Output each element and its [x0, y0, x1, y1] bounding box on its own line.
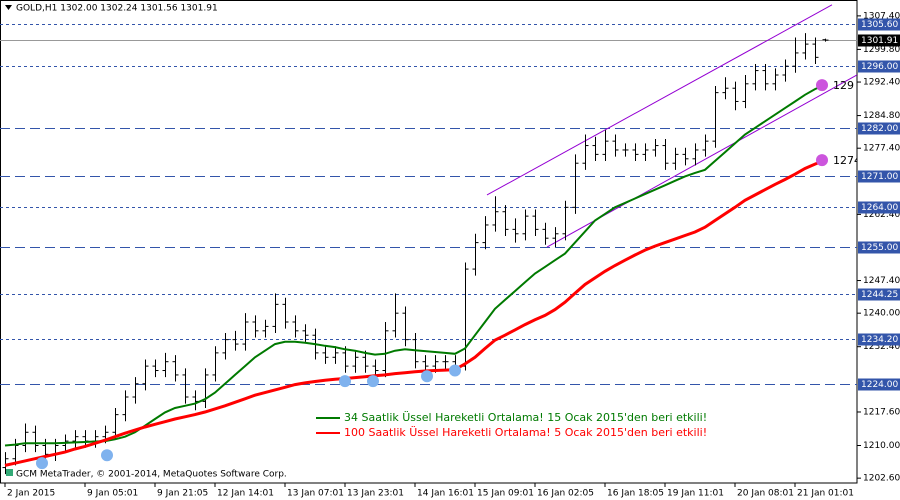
level-label-box: [858, 18, 900, 31]
level-label: 1271.00: [861, 172, 898, 182]
level-label-box: [858, 288, 900, 301]
current-price-box: [858, 34, 900, 47]
x-tick-label: 2 Jan 2015: [7, 489, 55, 499]
y-tick-label: 1202.60: [863, 474, 900, 484]
level-label: 1305.60: [861, 20, 898, 30]
marker-label: 129: [833, 79, 854, 92]
x-tick-label: 21 Jan 01:01: [797, 489, 854, 499]
x-tick-label: 14 Jan 16:01: [417, 489, 474, 499]
level-label: 1224.00: [861, 380, 898, 390]
current-price-label: 1301.91: [861, 36, 898, 46]
legend-label: 100 Saatlik Üssel Hareketli Ortalama! 5 …: [344, 426, 707, 439]
marker-dot: [36, 457, 48, 470]
y-tick-label: 1299.80: [863, 45, 900, 55]
level-label: 1296.00: [861, 62, 898, 72]
marker-dot: [449, 364, 461, 377]
level-label-box: [858, 122, 900, 135]
y-tick-label: 1217.60: [863, 407, 900, 417]
level-label-box: [858, 201, 900, 214]
marker-dot: [421, 370, 433, 383]
y-tick-label: 1232.40: [863, 342, 900, 352]
logo: [6, 469, 13, 476]
marker-dot: [101, 449, 113, 462]
y-tick-label: 1240.00: [863, 309, 900, 319]
level-label-box: [858, 60, 900, 73]
plot-frame: [0, 0, 858, 484]
level-label: 1255.00: [861, 243, 898, 253]
level-label: 1234.20: [861, 335, 898, 345]
x-tick-label: 16 Jan 02:05: [537, 489, 594, 499]
x-tick-label: 15 Jan 09:01: [477, 489, 534, 499]
chart-header: GOLD,H1 1302.00 1302.24 1301.56 1301.91: [16, 4, 218, 14]
level-label: 1244.25: [861, 290, 898, 300]
y-tick-label: 1262.40: [863, 210, 900, 220]
x-tick-label: 12 Jan 14:01: [217, 489, 274, 499]
y-tick-label: 1284.80: [863, 111, 900, 121]
trend-line: [486, 4, 833, 196]
marker-dot: [816, 79, 828, 92]
level-label-box: [858, 170, 900, 183]
level-label-box: [858, 333, 900, 346]
y-tick-label: 1247.40: [863, 276, 900, 286]
x-tick-label: 20 Jan 08:01: [737, 489, 794, 499]
copyright: GCM MetaTrader, © 2001-2014, MetaQuotes …: [16, 470, 287, 480]
x-tick-label: 16 Jan 18:05: [607, 489, 664, 499]
y-tick-label: 1277.40: [863, 144, 900, 154]
x-tick-label: 19 Jan 11:01: [667, 489, 724, 499]
x-tick-label: 9 Jan 05:01: [87, 489, 138, 499]
marker-dot: [816, 154, 828, 167]
moving-average: [4, 158, 826, 467]
x-tick-label: 9 Jan 21:05: [157, 489, 208, 499]
menu-triangle: [5, 5, 12, 10]
plot-area: 129 1274: [0, 4, 861, 475]
level-label-box: [858, 378, 900, 391]
marker-label: 1274: [833, 154, 861, 167]
x-tick-label: 13 Jan 07:01: [287, 489, 344, 499]
y-tick-label: 1307.40: [863, 11, 900, 21]
marker-dot: [367, 375, 379, 388]
level-label: 1282.00: [861, 124, 898, 134]
y-tick-label: 1292.40: [863, 78, 900, 88]
y-tick-label: 1210.00: [863, 441, 900, 451]
level-label: 1264.00: [861, 203, 898, 213]
level-label-box: [858, 241, 900, 254]
x-tick-label: 13 Jan 23:01: [347, 489, 404, 499]
marker-dot: [339, 375, 351, 388]
legend-label: 34 Saatlik Üssel Hareketli Ortalama! 15 …: [344, 411, 707, 424]
